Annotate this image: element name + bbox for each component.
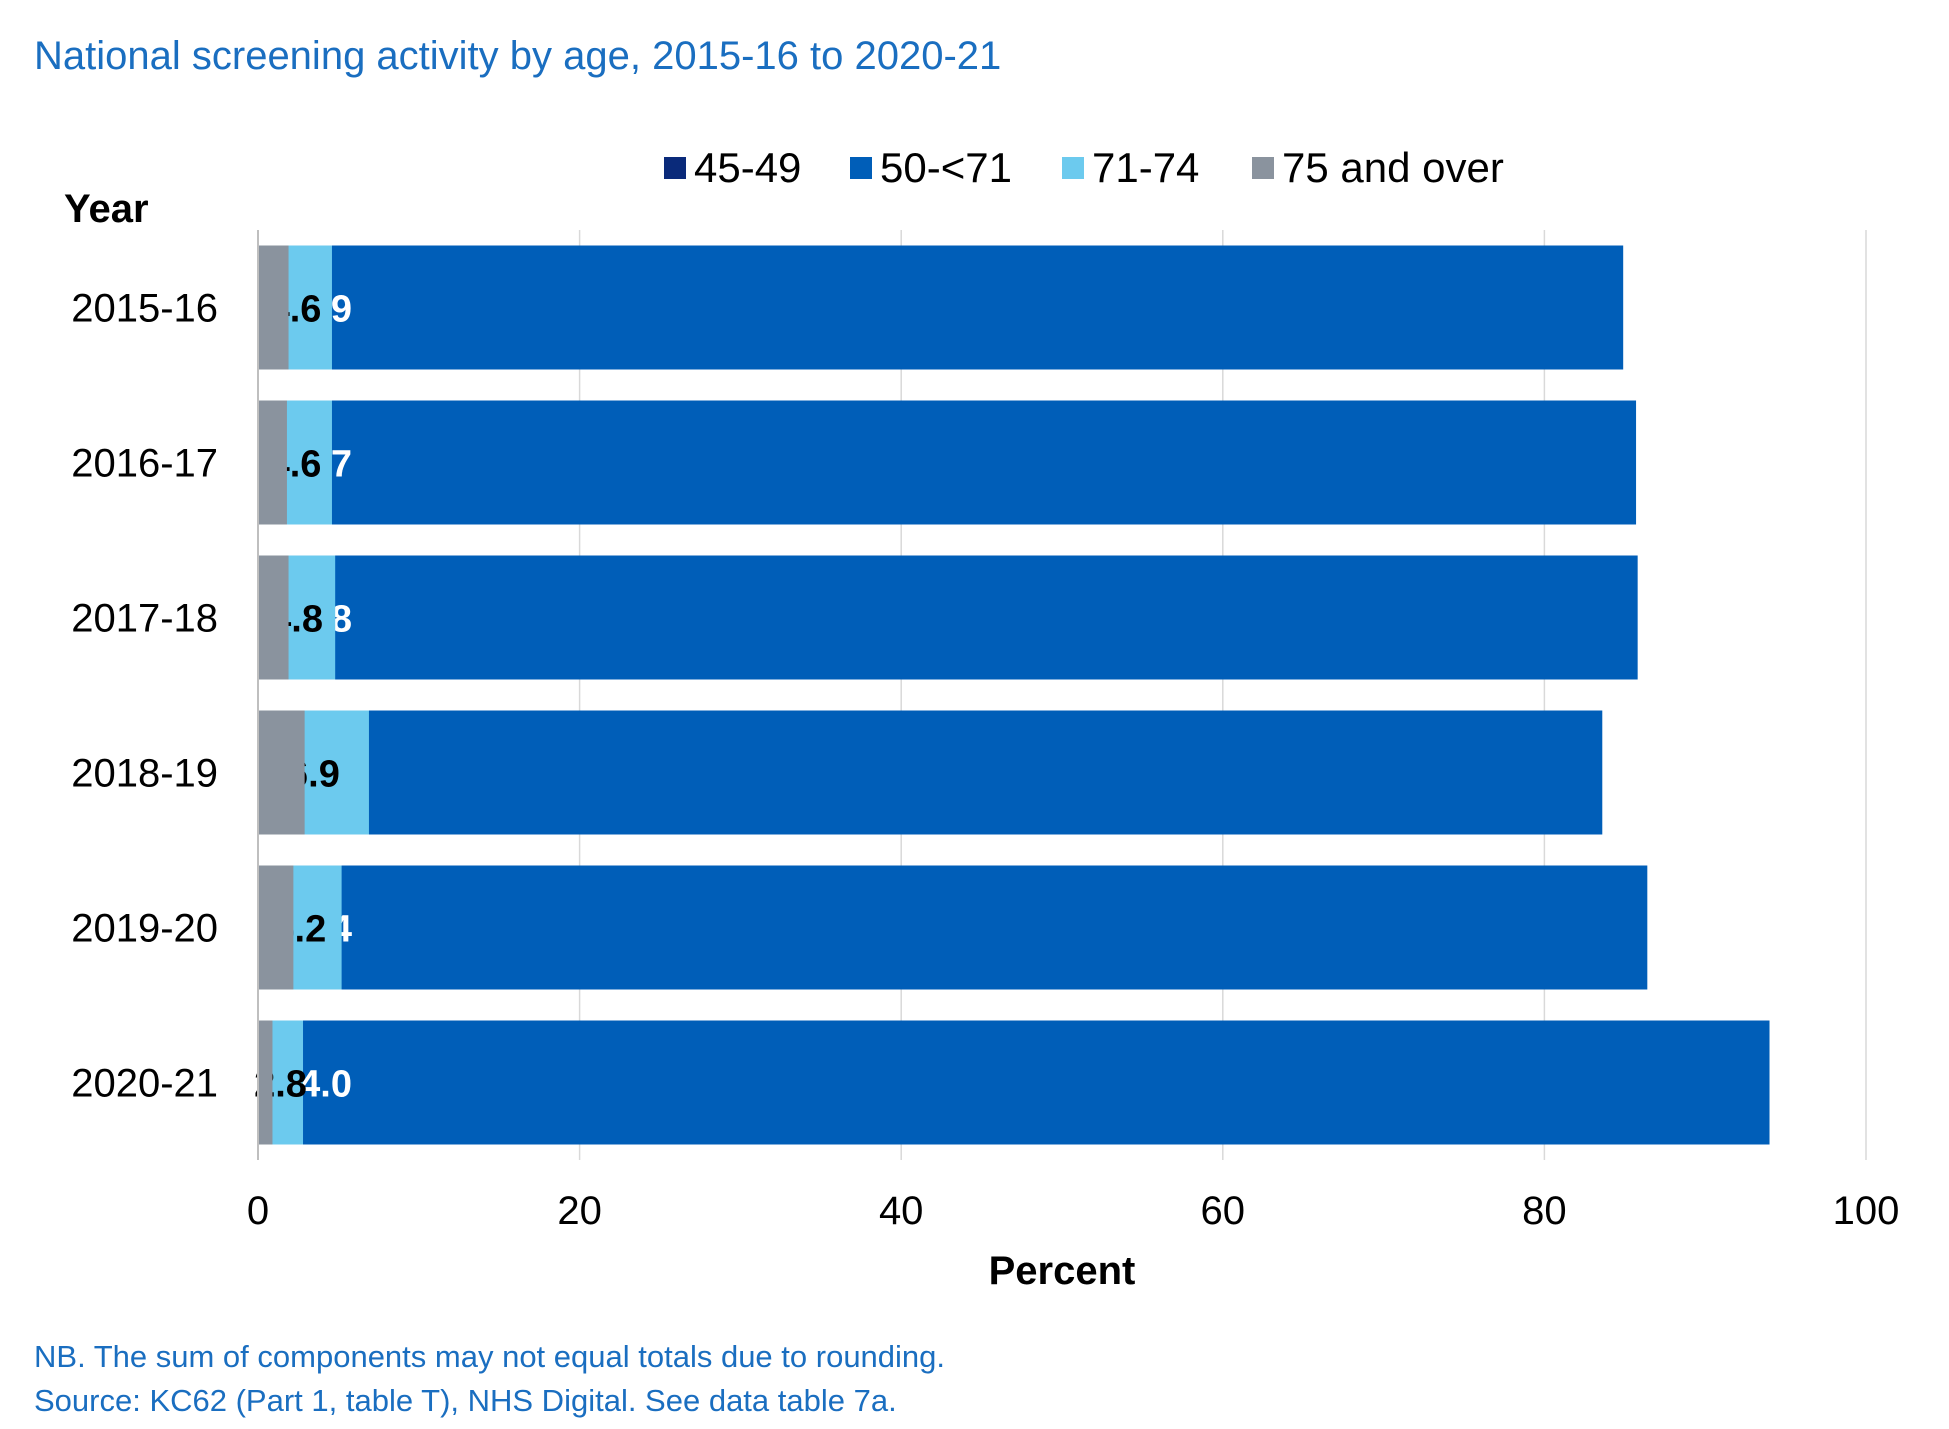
legend-item: 75 and over (1252, 140, 1504, 196)
category-label: 2019-20 (71, 907, 218, 951)
category-label: 2020-21 (71, 1062, 218, 1106)
bar-segment (258, 555, 289, 680)
category-label: 2015-16 (71, 287, 218, 331)
bar-segment (258, 710, 305, 835)
legend-swatch (664, 157, 686, 179)
legend-swatch (1062, 157, 1084, 179)
chart-title: National screening activity by age, 2015… (34, 34, 1002, 78)
x-tick-label: 20 (557, 1189, 602, 1233)
legend-item: 71-74 (1062, 140, 1199, 196)
footnotes: NB. The sum of components may not equal … (34, 1335, 945, 1423)
x-tick-label: 40 (879, 1189, 924, 1233)
legend-swatch (850, 157, 872, 179)
legend-item: 45-49 (664, 140, 801, 196)
category-label: 2016-17 (71, 442, 218, 486)
bar-segment (258, 245, 289, 370)
bar-segment (258, 245, 1624, 370)
x-tick-label: 60 (1201, 1189, 1246, 1233)
legend-label: 50-<71 (880, 144, 1012, 191)
legend-label: 75 and over (1282, 144, 1504, 191)
footnote-source: Source: KC62 (Part 1, table T), NHS Digi… (34, 1383, 897, 1418)
legend-item: 50-<71 (850, 140, 1012, 196)
bar-segment (258, 400, 1637, 525)
legend-label: 71-74 (1092, 144, 1200, 191)
bar-segment (258, 555, 1638, 680)
bar-segment (258, 710, 1603, 835)
legend-swatch (1252, 157, 1274, 179)
bar-segment (258, 1020, 1770, 1145)
category-label: 2017-18 (71, 597, 218, 641)
footnote-rounding: NB. The sum of components may not equal … (34, 1339, 946, 1374)
x-tick-label: 0 (247, 1189, 269, 1233)
category-label: 2018-19 (71, 752, 218, 796)
bar-segment (258, 865, 1648, 990)
legend-label: 45-49 (694, 144, 802, 191)
y-axis-title: Year (64, 187, 149, 231)
bar-segment (258, 400, 287, 525)
bar-segment (258, 1020, 273, 1145)
x-axis-title: Percent (989, 1249, 1136, 1293)
bar-segment (258, 865, 294, 990)
x-tick-label: 80 (1522, 1189, 1567, 1233)
legend: 45-49 50-<71 71-74 75 and over (0, 140, 1949, 196)
x-tick-label: 100 (1833, 1189, 1900, 1233)
